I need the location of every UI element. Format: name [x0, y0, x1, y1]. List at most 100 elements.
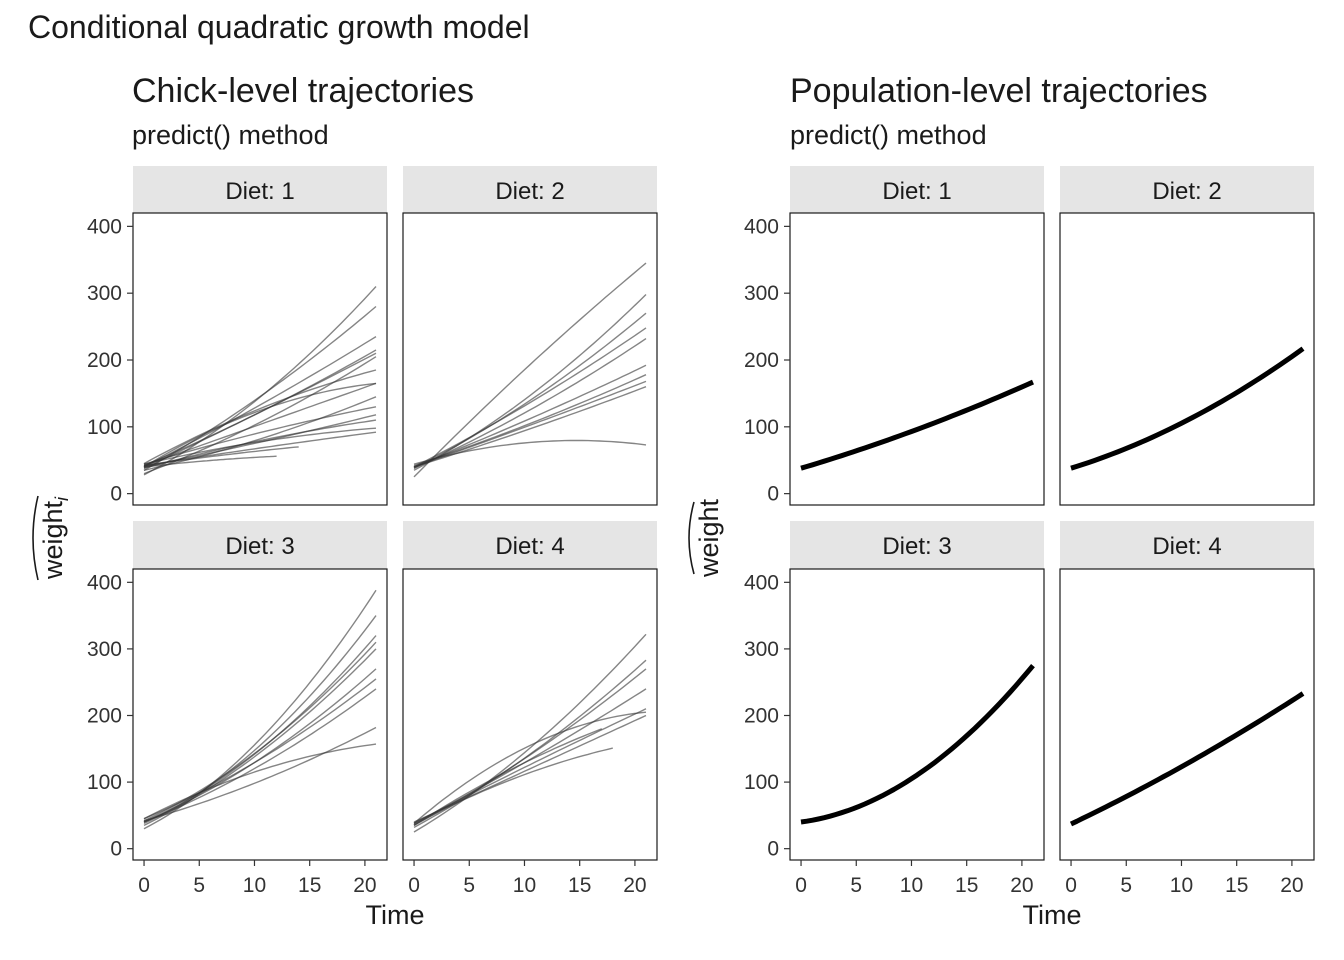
figure-title: Conditional quadratic growth model: [28, 9, 530, 45]
facet-strip: [1060, 521, 1314, 569]
x-tick-label: 5: [193, 874, 205, 897]
x-tick-label: 0: [1065, 874, 1077, 897]
left-chart-title: Chick-level trajectories: [132, 72, 474, 110]
x-tick-label: 20: [1010, 874, 1033, 897]
y-tick-label: 400: [87, 215, 122, 238]
population-trajectory-line: [1069, 691, 1305, 827]
y-tick-label: 200: [744, 349, 779, 372]
right-y-axis-hat: [688, 501, 695, 575]
chick-trajectory-line: [143, 382, 377, 467]
chick-trajectory-line: [143, 369, 377, 465]
chick-trajectory-line: [143, 615, 377, 825]
facet-strip: [403, 521, 657, 569]
chick-trajectory-line: [413, 364, 647, 468]
facet-strip-label: Diet: 2: [495, 178, 564, 205]
chick-trajectory-line: [143, 427, 377, 465]
x-tick-label: 0: [138, 874, 150, 897]
y-tick-label: 100: [87, 771, 122, 794]
y-tick-label: 100: [744, 771, 779, 794]
y-tick-label: 200: [87, 704, 122, 727]
chick-trajectory-line: [143, 635, 377, 823]
y-tick-label: 300: [744, 282, 779, 305]
left-y-axis-hat: [32, 495, 39, 581]
chick-trajectory-line: [143, 382, 377, 468]
y-tick-label: 0: [767, 483, 779, 506]
y-tick-label: 300: [87, 638, 122, 661]
y-tick-label: 400: [87, 571, 122, 594]
panel-border: [402, 568, 658, 861]
x-tick-label: 5: [850, 874, 862, 897]
chick-trajectory-line: [143, 406, 377, 465]
chick-trajectory-line: [143, 726, 377, 822]
facet-strip: [1060, 166, 1314, 213]
chick-trajectory-line: [413, 633, 647, 833]
y-tick-label: 300: [87, 282, 122, 305]
right-x-axis-title: Time: [1023, 900, 1082, 930]
population-trajectory-line: [800, 663, 1035, 825]
panel-border: [1059, 568, 1315, 861]
y-tick-label: 0: [110, 483, 122, 506]
x-tick-label: 20: [1280, 874, 1303, 897]
chart-0-panel-3: Diet: 4 0 5 10 15 20: [402, 521, 658, 897]
right-chart-title: Population-level trajectories: [790, 72, 1208, 110]
chick-trajectory-line: [143, 589, 377, 830]
chick-trajectory-line: [413, 747, 613, 826]
chick-trajectory-line: [413, 708, 647, 825]
chick-trajectory-line: [413, 338, 647, 469]
x-tick-label: 10: [513, 874, 536, 897]
y-tick-label: 100: [87, 416, 122, 439]
y-tick-label: 400: [744, 215, 779, 238]
chick-trajectory-line: [413, 312, 647, 469]
population-trajectory-line: [800, 379, 1034, 471]
y-tick-label: 0: [767, 838, 779, 861]
facet-strip-label: Diet: 2: [1152, 178, 1221, 205]
chart-1-panel-0: Diet: 1 0 100 200 300 400: [744, 166, 1045, 506]
chick-trajectory-line: [143, 743, 377, 820]
left-chart-subtitle: predict() method: [132, 120, 329, 150]
chick-trajectory-line: [413, 380, 647, 468]
svg-text:weighti: weighti: [38, 496, 72, 580]
right-y-axis-title: weight: [688, 498, 724, 578]
chick-trajectory-line: [143, 455, 277, 468]
chart-1-panel-3: Diet: 4 0 5 10 15 20: [1059, 521, 1315, 897]
x-tick-label: 15: [568, 874, 591, 897]
chick-trajectory-line: [413, 711, 647, 824]
x-tick-label: 10: [1170, 874, 1193, 897]
chick-trajectory-line: [413, 262, 647, 478]
facet-strip-label: Diet: 1: [225, 178, 294, 205]
left-x-axis-title: Time: [366, 900, 425, 930]
right-chart-subtitle: predict() method: [790, 120, 987, 150]
y-tick-label: 400: [744, 571, 779, 594]
x-tick-label: 10: [900, 874, 923, 897]
chart-1-panel-2: Diet: 3 0 100 200 300 400 0 5 10 15 20: [744, 521, 1045, 897]
x-tick-label: 20: [353, 874, 376, 897]
chick-trajectory-line: [413, 659, 647, 829]
facet-strip: [133, 521, 387, 569]
left-y-axis-title-text: weight: [38, 500, 68, 580]
x-tick-label: 20: [623, 874, 646, 897]
facet-strip-label: Diet: 3: [225, 533, 294, 560]
x-tick-label: 0: [408, 874, 420, 897]
chick-trajectory-line: [143, 396, 377, 471]
x-tick-label: 5: [463, 874, 475, 897]
chick-trajectory-line: [143, 419, 377, 469]
facet-strip: [133, 166, 387, 213]
facet-strip-label: Diet: 4: [495, 533, 564, 560]
chick-trajectory-line: [143, 678, 377, 820]
x-tick-label: 0: [795, 874, 807, 897]
chart-0-panel-1: Diet: 2: [402, 166, 658, 506]
chick-trajectory-line: [413, 327, 647, 468]
panel-border: [132, 212, 388, 506]
panel-border: [789, 212, 1045, 506]
chick-trajectory-line: [413, 439, 647, 465]
facet-strip: [790, 166, 1044, 213]
x-tick-label: 15: [298, 874, 321, 897]
x-tick-label: 15: [1225, 874, 1248, 897]
panel-border: [402, 212, 658, 506]
x-tick-label: 5: [1120, 874, 1132, 897]
y-tick-label: 200: [744, 704, 779, 727]
facet-strip: [790, 521, 1044, 569]
facet-strip-label: Diet: 4: [1152, 533, 1221, 560]
chart-1-panel-1: Diet: 2: [1059, 166, 1315, 506]
